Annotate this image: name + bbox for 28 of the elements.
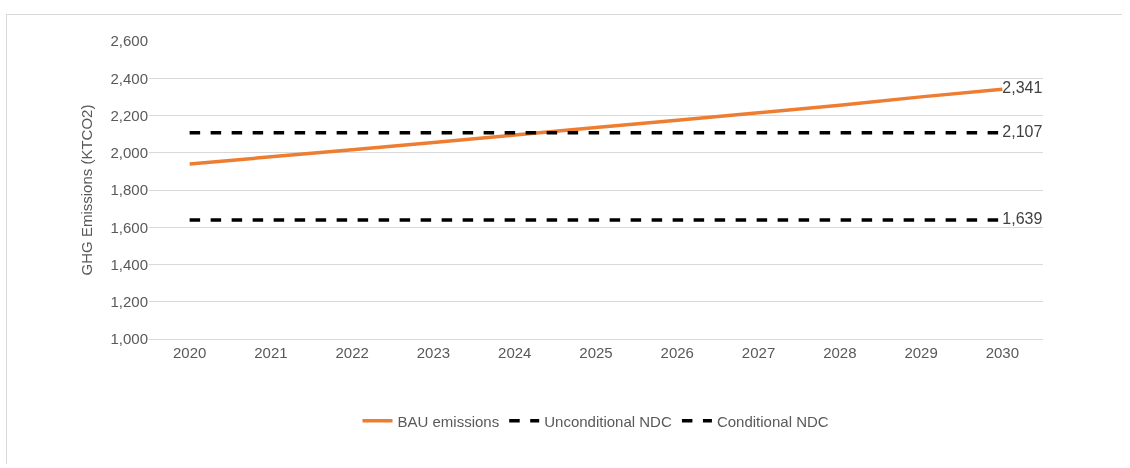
x-tick-label: 2029 [904,344,938,361]
y-tick-label: 2,400 [110,69,148,87]
data-label: 2,107 [1002,122,1043,140]
data-label: 2,341 [1002,79,1043,97]
y-tick-label: 1,400 [110,255,148,273]
legend-label: Unconditional NDC [544,412,672,430]
x-tick-label: 2027 [741,344,776,361]
x-tick-label: 2023 [416,344,451,361]
x-tick-label: 2028 [823,344,857,361]
legend-label: BAU emissions [397,412,500,430]
x-tick-label: 2025 [579,344,613,361]
data-label: 1,639 [1002,209,1043,227]
y-tick-label: 1,000 [110,330,148,348]
x-tick-label: 2020 [172,344,207,361]
y-tick-label: 2,600 [110,32,148,50]
y-axis-title: GHG Emissions (KTCO2) [77,104,95,276]
x-tick-label: 2026 [660,344,694,361]
x-tick-label: 2030 [985,344,1020,361]
y-tick-label: 2,200 [110,106,148,124]
y-tick-label: 1,800 [110,181,148,199]
x-tick-label: 2021 [254,344,288,361]
y-tick-label: 1,200 [110,293,148,310]
line-series [187,87,1005,166]
y-tick-label: 1,600 [110,218,148,236]
y-tick-label: 2,000 [110,144,148,161]
x-tick-label: 2024 [498,344,532,361]
x-tick-label: 2022 [335,344,369,361]
legend-label: Conditional NDC [716,412,829,430]
